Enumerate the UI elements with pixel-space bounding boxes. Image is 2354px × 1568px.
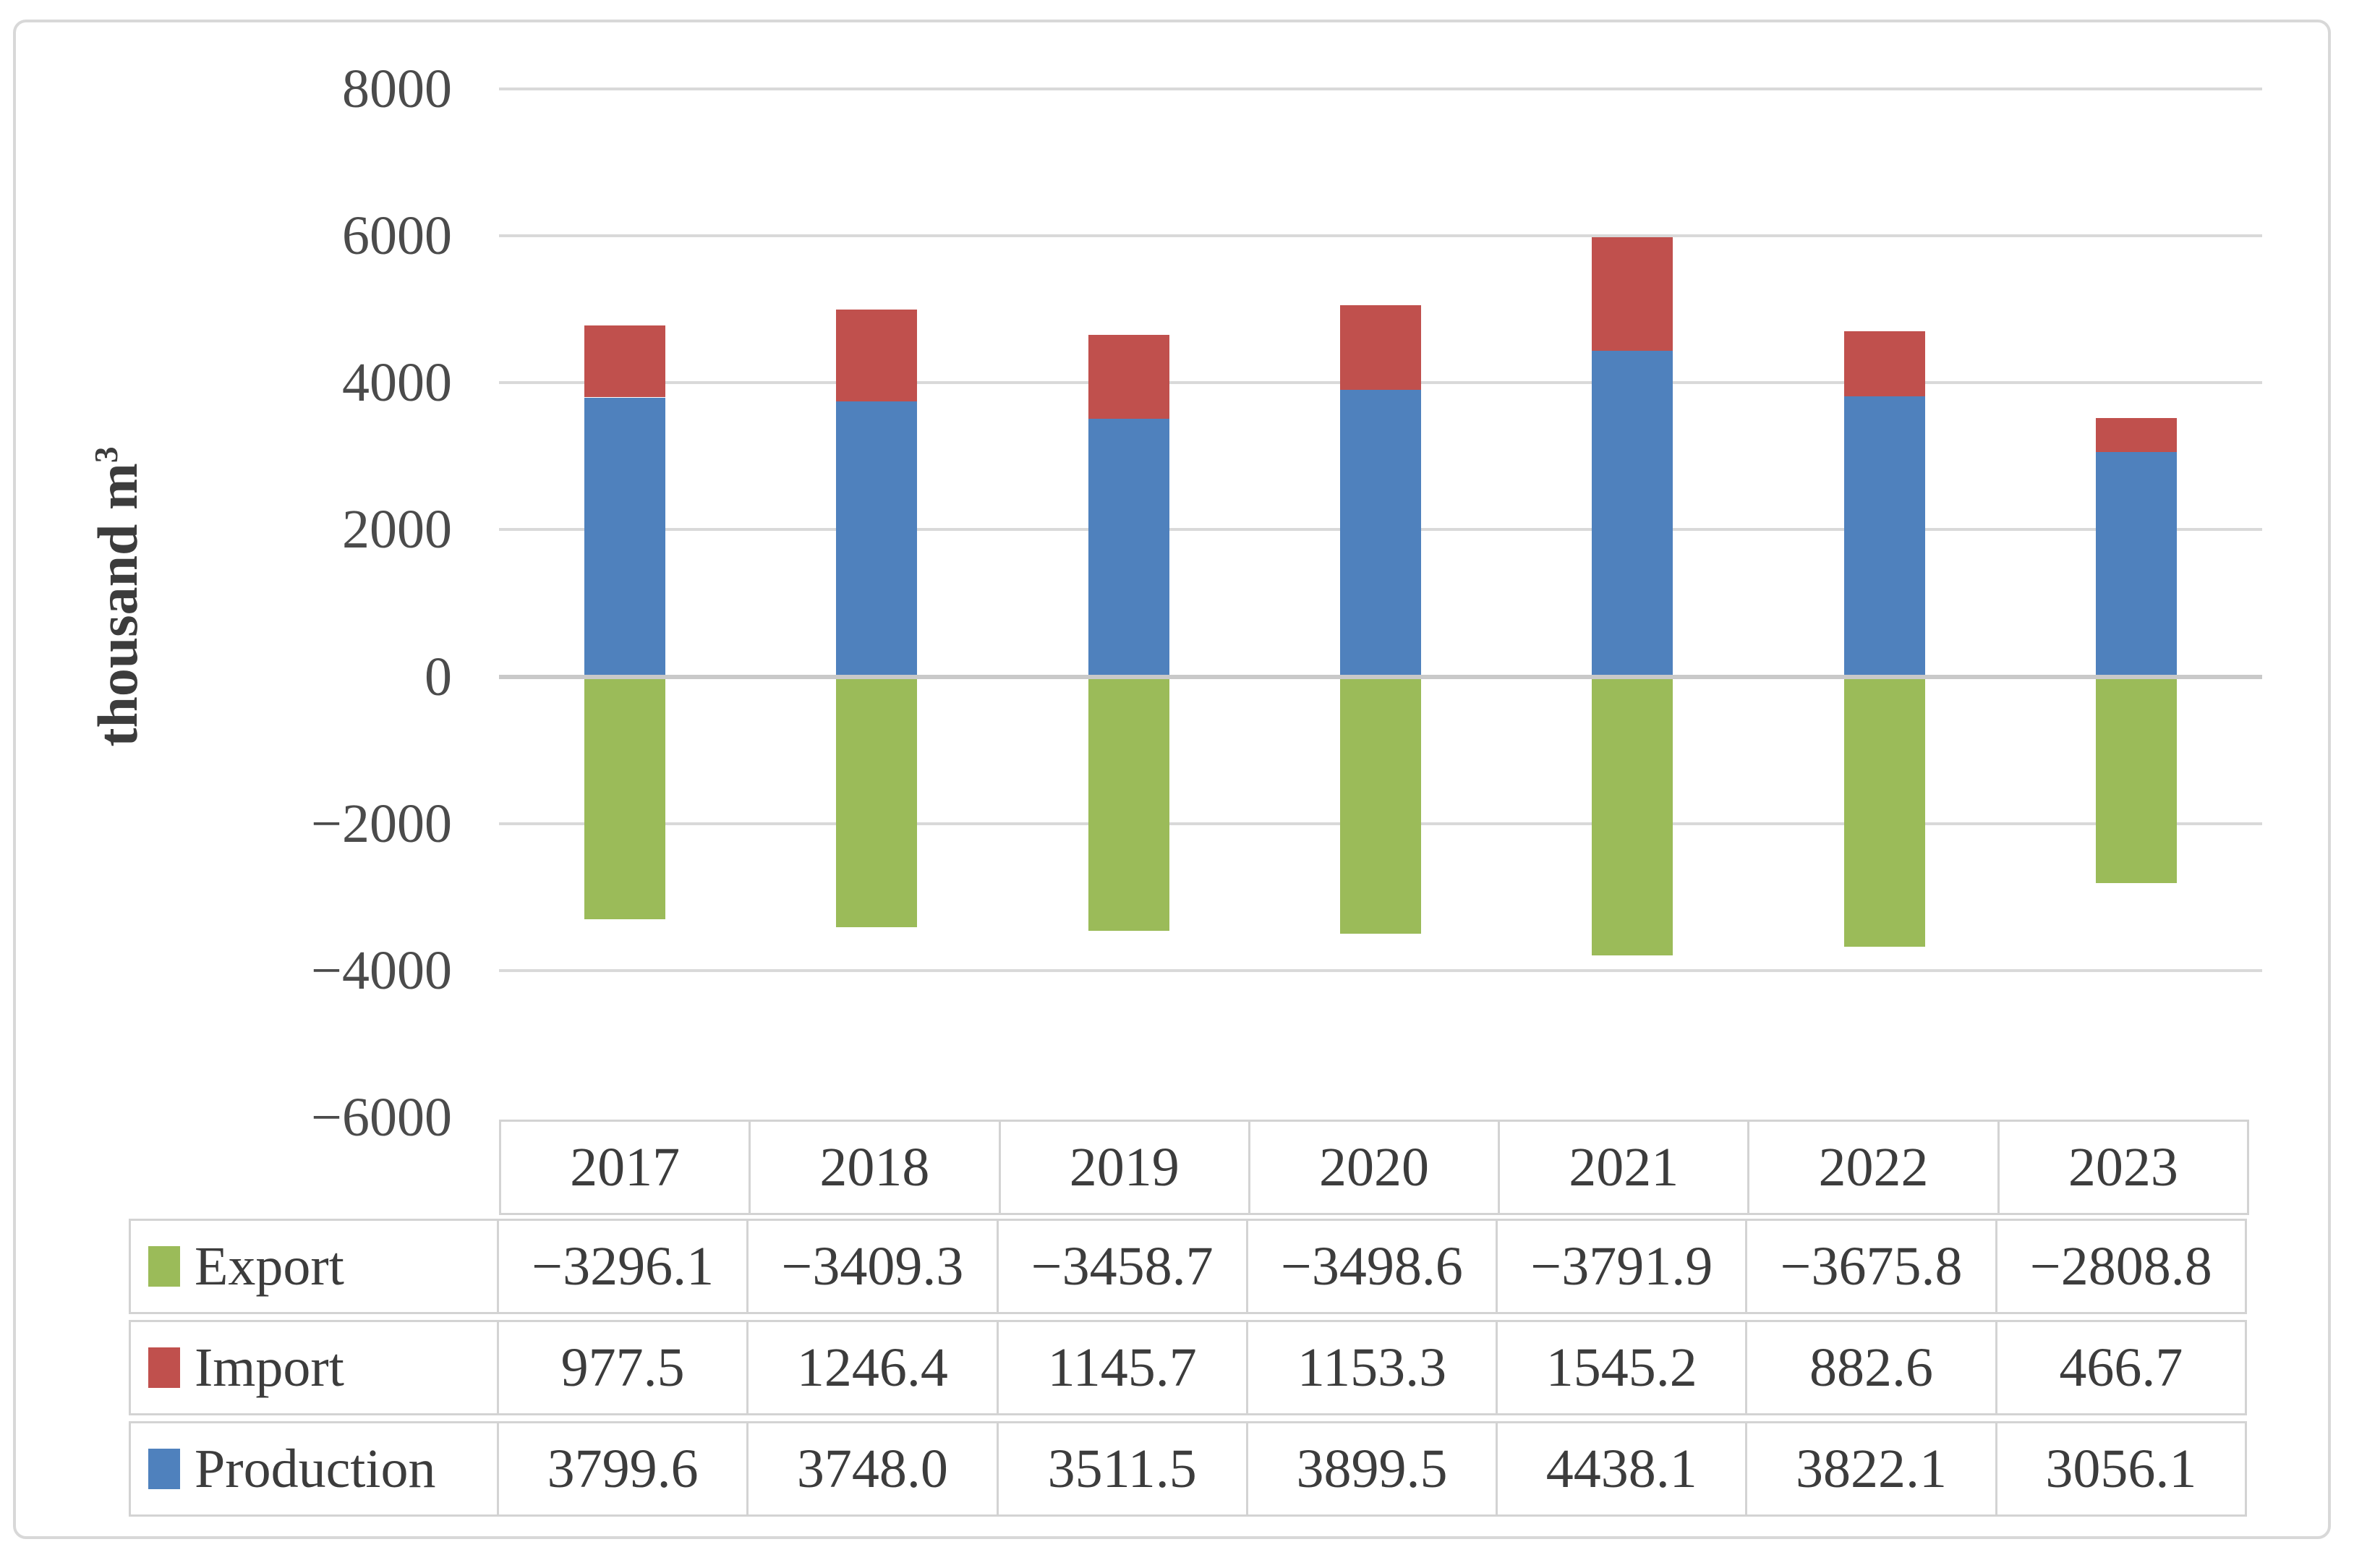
bar-segment-import-2017: [584, 325, 665, 397]
table-header-cell-2017: 2017: [499, 1120, 751, 1215]
bar-segment-production-2023: [2096, 452, 2177, 676]
gridline-0: [499, 675, 2262, 679]
y-axis-tick-label: −4000: [311, 940, 452, 1001]
bar-segment-production-2019: [1088, 419, 1169, 677]
y-axis-tick-label: 6000: [342, 205, 452, 266]
table-header-cell-2018: 2018: [749, 1120, 1001, 1215]
bar-segment-production-2021: [1592, 351, 1673, 677]
legend-swatch-export: [148, 1246, 180, 1287]
y-axis-tick-label: 0: [425, 647, 452, 707]
table-value-cell-import-2018: 1246.4: [746, 1320, 999, 1415]
gridline-8000: [499, 88, 2262, 90]
bar-segment-export-2023: [2096, 677, 2177, 883]
legend-swatch-import: [148, 1347, 180, 1388]
series-label-cell-import: Import: [129, 1320, 499, 1415]
bar-segment-export-2021: [1592, 677, 1673, 955]
table-value-cell-production-2017: 3799.6: [497, 1421, 749, 1517]
bar-segment-production-2022: [1844, 396, 1925, 676]
table-value-cell-export-2018: −3409.3: [746, 1219, 999, 1314]
bar-segment-export-2017: [584, 677, 665, 919]
table-header-cell-2021: 2021: [1498, 1120, 1750, 1215]
y-axis-tick-label: 4000: [342, 352, 452, 413]
table-value-cell-export-2021: −3791.9: [1496, 1219, 1748, 1314]
table-header-cell-2023: 2023: [1997, 1120, 2249, 1215]
table-value-cell-export-2023: −2808.8: [1995, 1219, 2247, 1314]
bar-segment-import-2020: [1340, 305, 1421, 390]
y-axis-tick-label: 2000: [342, 499, 452, 560]
table-value-cell-production-2021: 4438.1: [1496, 1421, 1748, 1517]
series-label-cell-production: Production: [129, 1421, 499, 1517]
gridline-6000: [499, 234, 2262, 237]
bar-segment-export-2019: [1088, 677, 1169, 931]
bar-segment-import-2023: [2096, 418, 2177, 452]
table-value-cell-export-2022: −3675.8: [1745, 1219, 1997, 1314]
table-header-row: 2017 2018 2019 2020 2021 2022 2023: [499, 1120, 2249, 1215]
table-header-cell-2022: 2022: [1747, 1120, 2000, 1215]
table-value-cell-import-2023: 466.7: [1995, 1320, 2247, 1415]
table-row-export: Export −3296.1 −3409.3 −3458.7 −3498.6 −3791.…: [129, 1219, 2247, 1314]
table-value-cell-export-2017: −3296.1: [497, 1219, 749, 1314]
table-value-cell-export-2020: −3498.6: [1245, 1219, 1498, 1314]
series-name-label: Production: [195, 1439, 436, 1499]
bar-segment-import-2019: [1088, 335, 1169, 419]
series-name-label: Import: [195, 1337, 344, 1398]
bar-segment-production-2017: [584, 398, 665, 677]
bar-segment-export-2022: [1844, 677, 1925, 947]
y-axis-tick-label: −6000: [311, 1087, 452, 1148]
series-label-cell-export: Export: [129, 1219, 499, 1314]
table-value-cell-import-2017: 977.5: [497, 1320, 749, 1415]
table-value-cell-import-2019: 1145.7: [996, 1320, 1248, 1415]
series-name-label: Export: [195, 1236, 344, 1297]
table-row-import: Import 977.5 1246.4 1145.7 1153.3 1545.2 882.6…: [129, 1320, 2247, 1415]
table-value-cell-production-2020: 3899.5: [1245, 1421, 1498, 1517]
table-value-cell-import-2022: 882.6: [1745, 1320, 1997, 1415]
legend-swatch-production: [148, 1449, 180, 1489]
table-value-cell-production-2023: 3056.1: [1995, 1421, 2247, 1517]
table-value-cell-production-2022: 3822.1: [1745, 1421, 1997, 1517]
table-header-cell-2020: 2020: [1248, 1120, 1501, 1215]
bar-segment-import-2018: [836, 310, 917, 401]
bar-segment-import-2022: [1844, 331, 1925, 396]
bar-segment-production-2018: [836, 401, 917, 677]
bar-segment-import-2021: [1592, 237, 1673, 351]
gridline--4000: [499, 969, 2262, 972]
table-value-cell-import-2021: 1545.2: [1496, 1320, 1748, 1415]
table-header-cell-2019: 2019: [998, 1120, 1250, 1215]
table-value-cell-import-2020: 1153.3: [1245, 1320, 1498, 1415]
bar-segment-production-2020: [1340, 390, 1421, 676]
y-axis-tick-label: 8000: [342, 59, 452, 119]
y-axis-title-superscript: 3: [88, 446, 124, 464]
bar-segment-export-2020: [1340, 677, 1421, 934]
table-value-cell-production-2018: 3748.0: [746, 1421, 999, 1517]
table-row-production: Production 3799.6 3748.0 3511.5 3899.5 4438.1…: [129, 1421, 2247, 1517]
table-value-cell-production-2019: 3511.5: [996, 1421, 1248, 1517]
table-value-cell-export-2019: −3458.7: [996, 1219, 1248, 1314]
y-axis-tick-label: −2000: [311, 793, 452, 854]
bar-segment-export-2018: [836, 677, 917, 927]
